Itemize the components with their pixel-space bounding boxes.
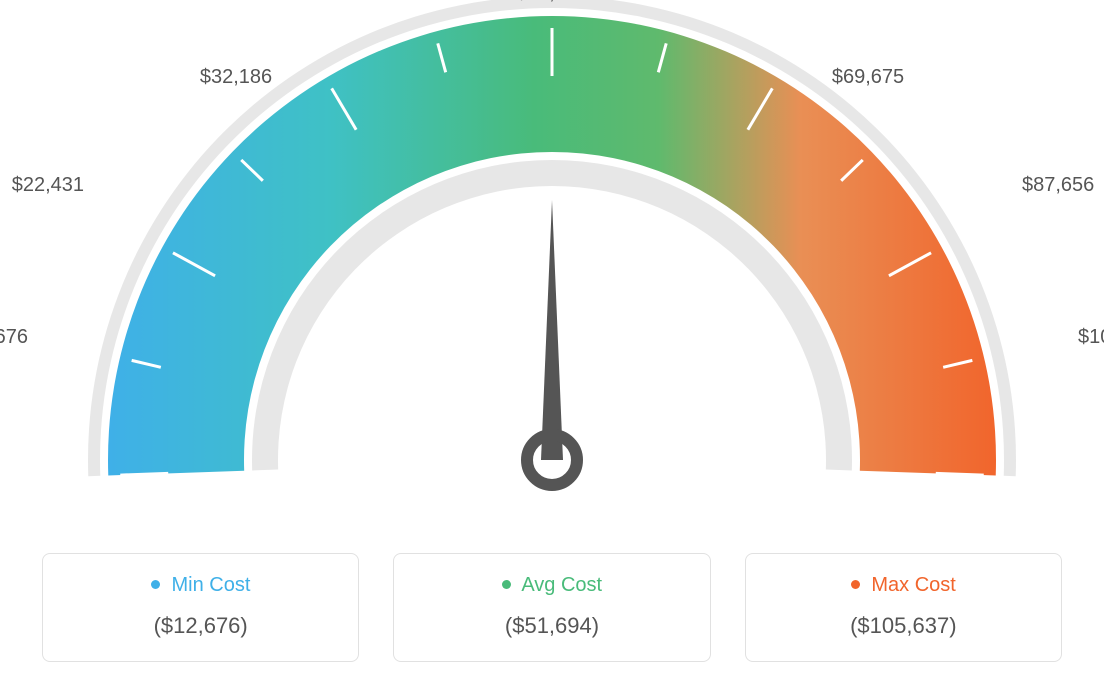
gauge-tick-label: $105,637 [1078, 326, 1104, 349]
gauge-tick-label: $22,431 [12, 174, 84, 197]
legend-title-max: Max Cost [756, 574, 1051, 597]
legend-title-avg-text: Avg Cost [521, 574, 602, 596]
gauge-tick-label: $12,676 [0, 326, 28, 349]
legend-value-max: ($105,637) [756, 613, 1051, 639]
legend-dot-min [151, 580, 160, 589]
legend-title-max-text: Max Cost [871, 574, 955, 596]
cost-gauge-widget: $12,676 $22,431 $32,186 $51,694 $69,675 $87,6… [0, 0, 1104, 690]
legend-card-max: Max Cost ($105,637) [745, 553, 1062, 662]
gauge-area: $12,676 $22,431 $32,186 $51,694 $69,675 $87,6… [0, 0, 1104, 540]
gauge-svg [0, 0, 1104, 540]
legend-row: Min Cost ($12,676) Avg Cost ($51,694) Ma… [42, 553, 1062, 662]
legend-title-min: Min Cost [53, 574, 348, 597]
legend-dot-max [851, 580, 860, 589]
legend-dot-avg [502, 580, 511, 589]
gauge-tick-label: $87,656 [1022, 174, 1094, 197]
legend-value-avg: ($51,694) [404, 613, 699, 639]
legend-card-min: Min Cost ($12,676) [42, 553, 359, 662]
legend-title-min-text: Min Cost [171, 574, 250, 596]
legend-card-avg: Avg Cost ($51,694) [393, 553, 710, 662]
gauge-tick-label: $69,675 [832, 66, 904, 89]
legend-value-min: ($12,676) [53, 613, 348, 639]
gauge-tick-label: $51,694 [516, 0, 588, 5]
gauge-tick-label: $32,186 [200, 66, 272, 89]
legend-title-avg: Avg Cost [404, 574, 699, 597]
